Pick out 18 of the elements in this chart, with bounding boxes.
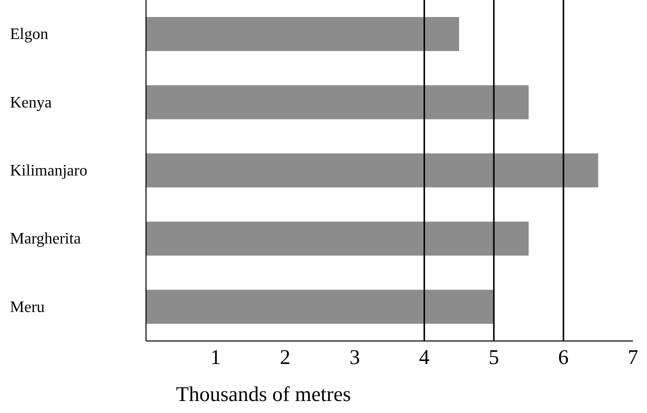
x-tick-label: 7 [628, 344, 638, 369]
bar [146, 290, 494, 324]
bar [146, 85, 529, 120]
x-tick-label: 4 [419, 344, 430, 369]
bar [146, 222, 529, 256]
x-tick-label: 1 [210, 344, 221, 369]
x-axis-title: Thousands of metres [176, 382, 351, 406]
bar [146, 17, 460, 51]
bar [146, 153, 598, 188]
y-tick-label: Kenya [10, 94, 52, 112]
x-tick-label: 2 [280, 344, 290, 369]
x-tick-label: 3 [349, 344, 360, 369]
x-tick-label: 6 [558, 344, 569, 369]
x-tick-label: 5 [488, 344, 500, 369]
y-tick-label: Margherita [10, 230, 81, 248]
y-tick-label: Meru [10, 298, 45, 316]
y-tick-label: Kilimanjaro [10, 162, 88, 180]
y-tick-label: Elgon [10, 26, 48, 44]
